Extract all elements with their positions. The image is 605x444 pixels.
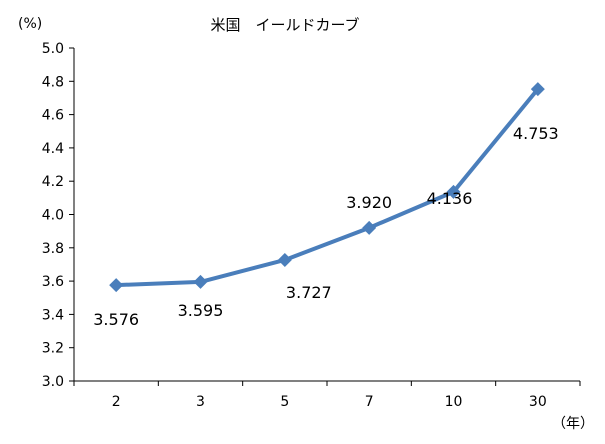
- y-tick-label: 4.8: [42, 74, 64, 90]
- y-tick-label: 5.0: [42, 41, 64, 57]
- y-tick-label: 3.4: [42, 307, 64, 323]
- data-label: 4.753: [513, 124, 559, 143]
- chart-title: 米国 イールドカーブ: [210, 16, 359, 34]
- y-tick-label: 3.6: [42, 274, 64, 290]
- y-tick-label: 3.8: [42, 241, 64, 257]
- data-labels: 3.576 3.595 3.727 3.920 4.136 4.753: [93, 124, 558, 329]
- y-tick-label: 4.0: [42, 208, 64, 224]
- series-group: [109, 82, 545, 292]
- axes: [74, 48, 580, 381]
- y-tick-label: 4.2: [42, 174, 64, 190]
- data-label: 3.727: [286, 283, 332, 302]
- data-point-marker: [194, 275, 208, 289]
- data-point-marker: [109, 278, 123, 292]
- series-line: [116, 89, 538, 285]
- data-label: 3.576: [93, 310, 139, 329]
- x-tick-label: 5: [280, 394, 289, 410]
- x-tick-label: 3: [196, 394, 205, 410]
- data-label: 3.920: [346, 193, 392, 212]
- data-label: 3.595: [178, 301, 224, 320]
- x-tick-label: 30: [529, 394, 547, 410]
- y-tick-label: 4.4: [42, 141, 64, 157]
- x-tick-label: 2: [112, 394, 121, 410]
- y-tick-label: 3.2: [42, 341, 64, 357]
- y-axis-unit: (%): [18, 16, 42, 32]
- x-tick-label: 10: [445, 394, 463, 410]
- data-point-marker: [362, 221, 376, 235]
- x-axis-ticks: 2 3 5 7 10 30: [74, 381, 580, 410]
- data-point-marker: [278, 253, 292, 267]
- y-axis-ticks: 3.0 3.2 3.4 3.6 3.8 4.0 4.2 4.4 4.6 4.8 5.0: [42, 41, 74, 390]
- x-tick-label: 7: [365, 394, 374, 410]
- data-label: 4.136: [427, 189, 473, 208]
- y-tick-label: 4.6: [42, 108, 64, 124]
- y-tick-label: 3.0: [42, 374, 64, 390]
- x-axis-unit: （年）: [552, 416, 594, 432]
